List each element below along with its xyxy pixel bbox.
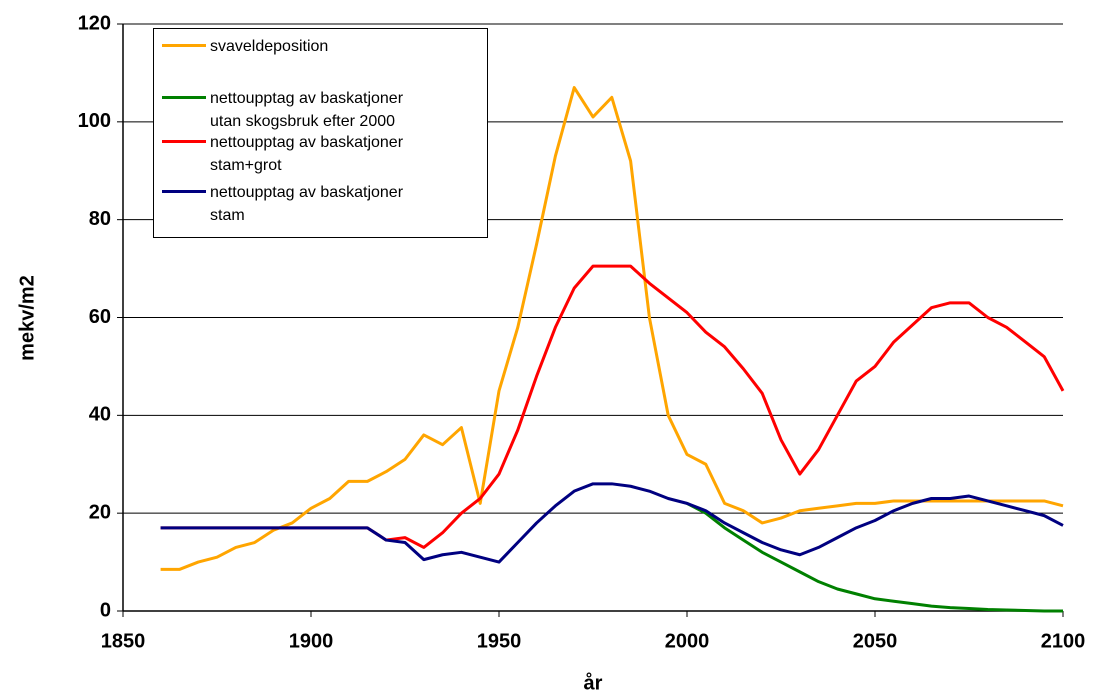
legend-item: nettoupptag av baskatjoner stam <box>162 181 425 227</box>
y-axis-label: mekv/m2 <box>16 275 38 361</box>
series-line <box>686 502 1063 613</box>
legend: svaveldeposition nettoupptag av baskatjon… <box>153 28 488 238</box>
x-tick-label: 1900 <box>289 630 334 652</box>
x-tick-label: 1950 <box>477 630 522 652</box>
y-tick-label: 120 <box>78 12 111 34</box>
legend-label: svaveldeposition <box>210 38 329 55</box>
legend-swatch <box>162 140 206 143</box>
legend-item: nettoupptag av baskatjoner utan skogsbru… <box>162 87 425 133</box>
y-tick-label: 80 <box>89 208 111 230</box>
series-line <box>160 264 1065 549</box>
y-tick-label: 60 <box>89 306 111 328</box>
legend-label: nettoupptag av baskatjoner stam+grot <box>210 134 404 174</box>
legend-item: svaveldeposition <box>162 35 425 58</box>
legend-swatch <box>162 190 206 193</box>
x-tick-label: 2100 <box>1041 630 1086 652</box>
legend-label: nettoupptag av baskatjoner utan skogsbru… <box>210 90 404 130</box>
legend-item: nettoupptag av baskatjoner stam+grot <box>162 131 425 177</box>
y-tick-label: 0 <box>100 599 111 621</box>
y-tick-label: 20 <box>89 501 111 523</box>
x-tick-label: 2050 <box>853 630 898 652</box>
x-tick-label: 1850 <box>101 630 146 652</box>
series-line <box>160 86 1064 571</box>
legend-swatch <box>162 96 206 99</box>
series-line <box>160 482 1064 564</box>
x-tick-label: 2000 <box>665 630 710 652</box>
y-tick-label: 100 <box>78 110 111 132</box>
x-axis-label: år <box>584 671 603 694</box>
legend-swatch <box>162 44 206 47</box>
legend-label: nettoupptag av baskatjoner stam <box>210 184 404 224</box>
y-tick-label: 40 <box>89 404 111 426</box>
